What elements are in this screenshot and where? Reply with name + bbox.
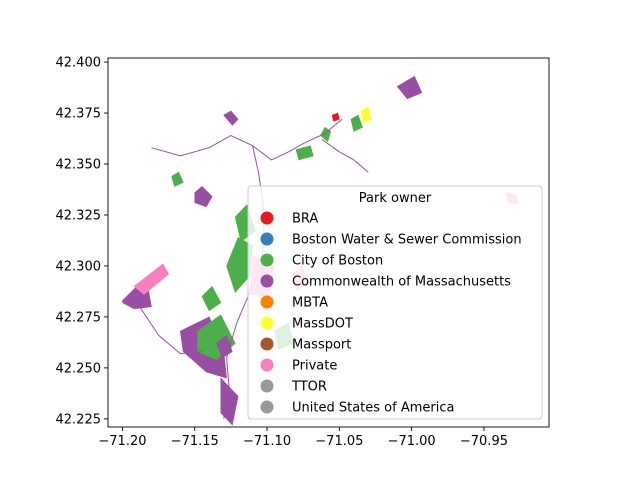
legend-box — [247, 185, 543, 420]
park-line — [321, 139, 369, 173]
park-polygon — [201, 285, 222, 312]
park-polygon — [295, 145, 314, 161]
legend-label: TTOR — [291, 380, 327, 395]
y-tick-label: 42.275 — [56, 310, 102, 325]
legend-label: Private — [292, 359, 337, 374]
y-tick-label: 42.225 — [56, 412, 102, 427]
legend-items: BRA Boston Water & Sewer Commission City o… — [260, 211, 522, 416]
y-tick-label: 42.300 — [56, 259, 102, 274]
x-tick-label: −71.05 — [315, 434, 363, 449]
x-tick-label: −71.00 — [388, 434, 436, 449]
y-tick-label: 42.375 — [56, 107, 102, 122]
y-tick-label: 42.250 — [56, 361, 102, 376]
legend-label: MBTA — [292, 296, 328, 311]
legend-label: MassDOT — [292, 317, 353, 332]
x-axis: −71.20 −71.15 −71.10 −71.05 −71.00 −70.95 — [98, 427, 508, 449]
legend-label: City of Boston — [292, 254, 383, 269]
legend-marker — [260, 232, 274, 246]
legend-marker — [260, 211, 274, 225]
legend-marker — [260, 379, 274, 393]
legend-label: BRA — [292, 212, 318, 227]
x-tick-label: −71.15 — [171, 434, 219, 449]
park-line — [136, 302, 203, 355]
y-tick-label: 42.350 — [56, 158, 102, 173]
legend-marker — [260, 253, 274, 267]
legend-title: Park owner — [359, 191, 432, 206]
legend-label: United States of America — [292, 401, 454, 416]
legend: Park owner BRA Boston Water & Sewer Commi… — [247, 185, 543, 420]
park-polygon — [194, 185, 213, 208]
legend-marker — [260, 400, 274, 414]
y-tick-label: 42.325 — [56, 208, 102, 223]
legend-marker — [260, 337, 274, 351]
park-polygon — [350, 114, 363, 132]
axes-frame — [107, 57, 550, 428]
park-polygon — [133, 263, 170, 295]
x-tick-label: −71.20 — [98, 434, 146, 449]
park-polygon — [396, 75, 423, 100]
park-polygon — [223, 110, 239, 126]
park-polygon — [331, 112, 340, 122]
legend-label: Massport — [292, 338, 351, 353]
park-polygon — [360, 106, 372, 124]
legend-marker — [260, 316, 274, 330]
legend-marker — [260, 358, 274, 372]
legend-label: Commonwealth of Massachusetts — [292, 275, 511, 290]
legend-marker — [260, 274, 274, 288]
y-axis: 42.225 42.250 42.275 42.300 42.325 42.350 42.3… — [56, 56, 108, 427]
park-line — [151, 118, 343, 161]
legend-label: Boston Water & Sewer Commission — [292, 233, 522, 248]
x-tick-label: −70.95 — [460, 434, 508, 449]
park-polygon — [171, 171, 184, 187]
x-tick-label: −71.10 — [243, 434, 291, 449]
y-tick-label: 42.400 — [56, 56, 102, 71]
legend-marker — [260, 295, 274, 309]
